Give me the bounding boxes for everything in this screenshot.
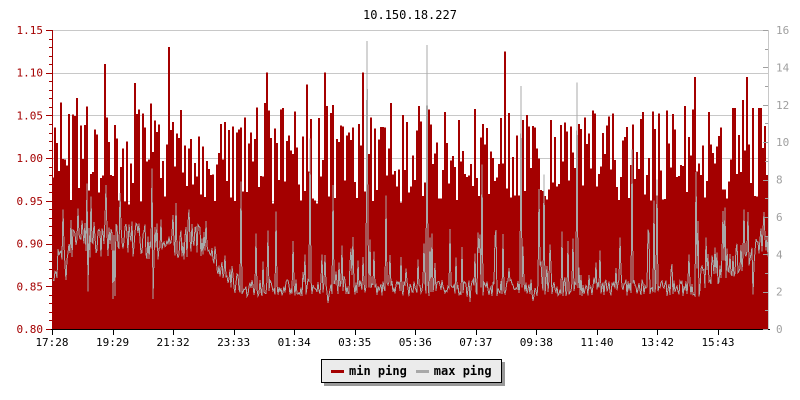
- left-axis-tick-label: 0.95: [17, 195, 44, 208]
- right-axis-tick-label: 2: [776, 286, 783, 299]
- right-axis-tick-label: 6: [776, 211, 783, 224]
- axis-tick-labels: 1.15 1.10 1.05 1.00 0.95 0.90 0.85 0.80 16 14 12 10…: [17, 24, 790, 349]
- legend: min ping max ping: [321, 359, 502, 383]
- x-axis-tick-label: 05:36: [399, 336, 432, 349]
- x-axis-tick-label: 09:38: [520, 336, 553, 349]
- left-axis-tick-label: 1.05: [17, 109, 44, 122]
- left-axis-tick-label: 1.00: [17, 152, 44, 165]
- x-axis-tick-label: 21:32: [157, 336, 190, 349]
- min-ping-area: [52, 47, 768, 329]
- left-axis-tick-label: 0.90: [17, 238, 44, 251]
- left-axis-tick-label: 1.10: [17, 67, 44, 80]
- x-axis-tick-label: 23:33: [217, 336, 250, 349]
- x-axis-tick-label: 15:43: [701, 336, 734, 349]
- left-axis-tick-label: 1.15: [17, 24, 44, 37]
- x-axis-tick-label: 07:37: [459, 336, 492, 349]
- right-axis-tick-label: 10: [776, 136, 789, 149]
- right-axis-tick-label: 4: [776, 248, 783, 261]
- x-axis-tick-label: 03:35: [338, 336, 371, 349]
- min-ping-swatch: [331, 369, 344, 373]
- left-axis-tick-label: 0.80: [17, 323, 44, 336]
- right-axis-tick-label: 12: [776, 99, 789, 112]
- x-axis-tick-label: 13:42: [641, 336, 674, 349]
- right-axis-tick-label: 8: [776, 174, 783, 187]
- x-axis-tick-label: 11:40: [580, 336, 613, 349]
- max-ping-label: max ping: [433, 364, 492, 378]
- chart-series: [51, 41, 769, 329]
- min-ping-label: min ping: [349, 364, 407, 378]
- chart-axes: [46, 30, 770, 335]
- x-axis-tick-label: 19:29: [96, 336, 129, 349]
- right-axis-tick-label: 0: [776, 323, 783, 336]
- x-axis-tick-label: 01:34: [278, 336, 311, 349]
- chart-title: 10.150.18.227: [363, 8, 457, 22]
- right-axis-tick-label: 14: [776, 61, 790, 74]
- max-ping-line: [51, 41, 769, 304]
- x-axis-tick-label: 17:28: [35, 336, 68, 349]
- right-axis-tick-label: 16: [776, 24, 789, 37]
- max-ping-swatch: [415, 369, 429, 373]
- left-axis-tick-label: 0.85: [17, 280, 44, 293]
